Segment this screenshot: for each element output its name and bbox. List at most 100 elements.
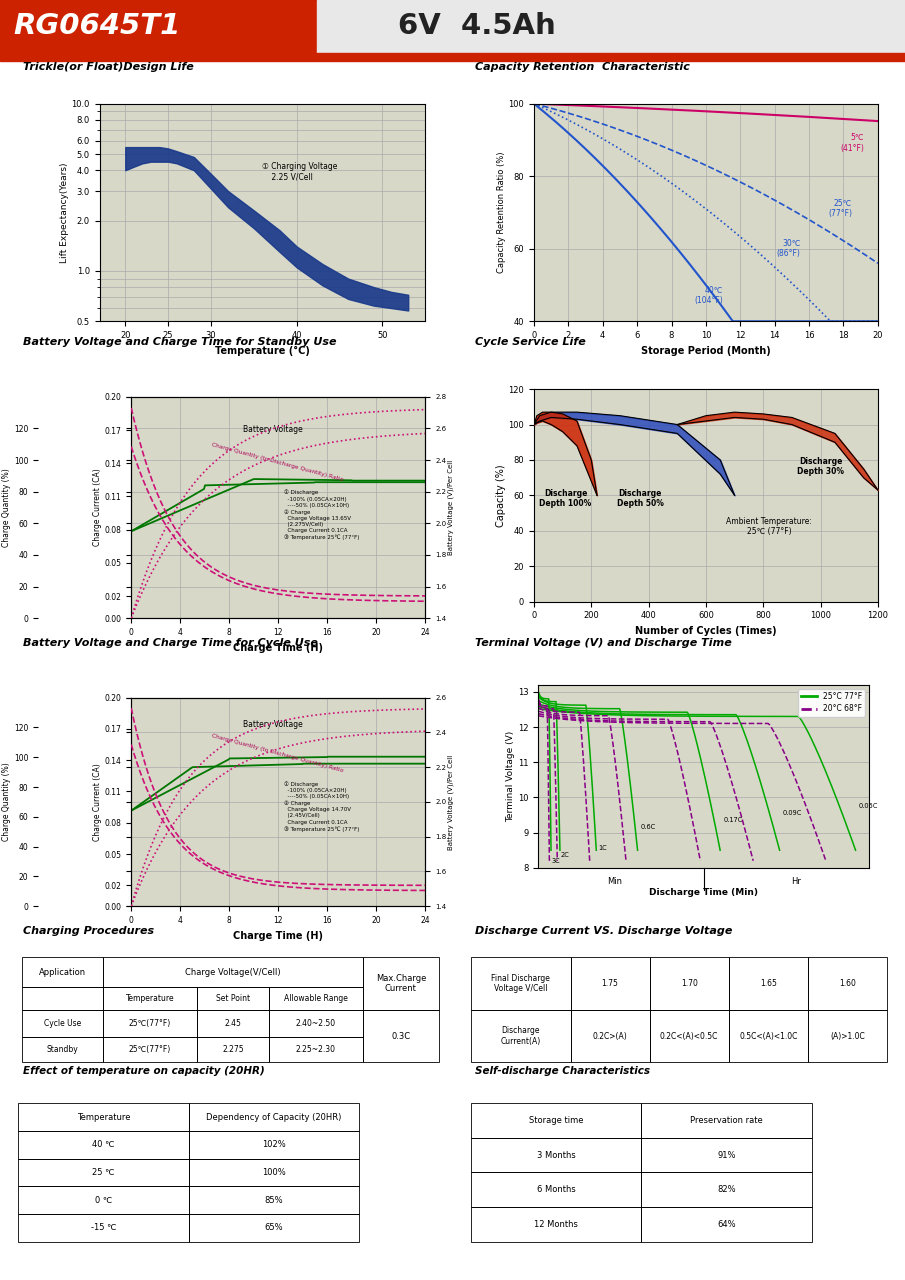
- Bar: [471, 957, 570, 1010]
- Bar: [269, 987, 363, 1010]
- Text: 0.6C: 0.6C: [641, 824, 656, 831]
- Bar: [189, 1132, 359, 1158]
- Text: 2.275: 2.275: [222, 1046, 243, 1055]
- Text: 25℃
(77°F): 25℃ (77°F): [828, 198, 853, 218]
- Text: 1.70: 1.70: [681, 979, 698, 988]
- Text: 3C: 3C: [552, 858, 560, 864]
- Text: 1C: 1C: [598, 845, 606, 851]
- Bar: [196, 1037, 269, 1062]
- Text: 0.2C>(A): 0.2C>(A): [593, 1032, 627, 1041]
- Bar: [103, 987, 196, 1010]
- Text: Hr: Hr: [791, 877, 801, 886]
- Text: 91%: 91%: [718, 1151, 736, 1160]
- Bar: [471, 1010, 570, 1062]
- Bar: [18, 1158, 189, 1187]
- Bar: [103, 1037, 196, 1062]
- Text: 102%: 102%: [262, 1140, 286, 1149]
- Text: Charging Procedures: Charging Procedures: [23, 925, 154, 936]
- Text: Application: Application: [39, 968, 86, 977]
- Bar: [570, 957, 650, 1010]
- Y-axis label: Capacity (%): Capacity (%): [496, 465, 506, 526]
- Bar: [471, 1138, 642, 1172]
- Bar: [650, 1010, 729, 1062]
- Text: Cycle Service Life: Cycle Service Life: [475, 337, 586, 347]
- Bar: [18, 1103, 189, 1132]
- Text: 0 ℃: 0 ℃: [95, 1196, 112, 1204]
- Text: Charge Quantity (to Discharge Quantity) Ratio: Charge Quantity (to Discharge Quantity) …: [211, 442, 343, 483]
- Text: 0.17C: 0.17C: [723, 817, 743, 823]
- Y-axis label: Charge Current (CA): Charge Current (CA): [92, 468, 101, 547]
- Bar: [269, 1010, 363, 1037]
- Bar: [729, 1010, 808, 1062]
- Text: Dependency of Capacity (20HR): Dependency of Capacity (20HR): [206, 1112, 342, 1121]
- Bar: [103, 957, 363, 987]
- Text: Capacity Retention  Characteristic: Capacity Retention Characteristic: [475, 61, 690, 72]
- Text: Temperature: Temperature: [77, 1112, 130, 1121]
- Bar: [23, 1037, 103, 1062]
- Bar: [189, 1213, 359, 1242]
- Text: Cycle Use: Cycle Use: [44, 1019, 81, 1028]
- Text: Max.Charge
Current: Max.Charge Current: [376, 974, 426, 993]
- Text: Discharge Time (Min): Discharge Time (Min): [649, 888, 758, 897]
- Bar: [189, 1187, 359, 1213]
- Text: 6V  4.5Ah: 6V 4.5Ah: [398, 12, 556, 40]
- Bar: [196, 987, 269, 1010]
- Y-axis label: Terminal Voltage (V): Terminal Voltage (V): [507, 731, 515, 822]
- Text: RG0645T1: RG0645T1: [14, 12, 181, 40]
- Text: 25 ℃: 25 ℃: [92, 1167, 115, 1178]
- Text: Min: Min: [607, 877, 622, 886]
- Text: 1.60: 1.60: [839, 979, 856, 988]
- Text: Discharge
Depth 100%: Discharge Depth 100%: [539, 489, 592, 508]
- Bar: [317, 0, 905, 56]
- Text: 85%: 85%: [265, 1196, 283, 1204]
- Y-axis label: Charge Current (CA): Charge Current (CA): [92, 763, 101, 841]
- Text: 0.2C<(A)<0.5C: 0.2C<(A)<0.5C: [660, 1032, 719, 1041]
- Text: (A)>1.0C: (A)>1.0C: [830, 1032, 864, 1041]
- Text: 12 Months: 12 Months: [534, 1220, 578, 1229]
- Text: Battery Voltage and Charge Time for Cycle Use: Battery Voltage and Charge Time for Cycl…: [23, 637, 318, 648]
- Legend: 25°C 77°F, 20°C 68°F: 25°C 77°F, 20°C 68°F: [798, 689, 865, 717]
- Bar: [642, 1172, 812, 1207]
- Text: 65%: 65%: [265, 1224, 283, 1233]
- Bar: [18, 1187, 189, 1213]
- Text: Battery Voltage: Battery Voltage: [243, 719, 303, 728]
- Text: Battery Voltage: Battery Voltage: [243, 425, 303, 434]
- Bar: [196, 1010, 269, 1037]
- Text: Final Discharge
Voltage V/Cell: Final Discharge Voltage V/Cell: [491, 974, 550, 993]
- Text: 25℃(77°F): 25℃(77°F): [129, 1019, 171, 1028]
- Text: Storage time: Storage time: [529, 1116, 583, 1125]
- Bar: [189, 1158, 359, 1187]
- Bar: [570, 1010, 650, 1062]
- Text: Charge Quantity (to Discharge Quantity) Ratio: Charge Quantity (to Discharge Quantity) …: [211, 733, 343, 773]
- Text: ① Discharge
  -100% (0.05CA×20H)
  ----50% (0.05CA×10H)
② Charge
  Charge Voltag: ① Discharge -100% (0.05CA×20H) ----50% (…: [284, 781, 359, 832]
- Bar: [808, 1010, 887, 1062]
- X-axis label: Temperature (°C): Temperature (°C): [215, 346, 310, 356]
- Text: ① Discharge
  -100% (0.05CA×20H)
  ----50% (0.05CA×10H)
② Charge
  Charge Voltag: ① Discharge -100% (0.05CA×20H) ----50% (…: [284, 490, 359, 540]
- Text: 40℃
(104°F): 40℃ (104°F): [694, 285, 723, 305]
- Text: 6 Months: 6 Months: [537, 1185, 576, 1194]
- Bar: [642, 1207, 812, 1242]
- Y-axis label: Battery Voltage (V)/Per Cell: Battery Voltage (V)/Per Cell: [448, 460, 454, 556]
- Text: Temperature: Temperature: [126, 993, 175, 1002]
- Text: Battery Voltage and Charge Time for Standby Use: Battery Voltage and Charge Time for Stan…: [23, 337, 336, 347]
- Bar: [103, 1010, 196, 1037]
- Text: Effect of temperature on capacity (20HR): Effect of temperature on capacity (20HR): [23, 1066, 264, 1076]
- Text: Charge Voltage(V/Cell): Charge Voltage(V/Cell): [186, 968, 281, 977]
- Text: 0.09C: 0.09C: [783, 810, 803, 817]
- Text: Standby: Standby: [47, 1046, 79, 1055]
- Bar: [471, 1207, 642, 1242]
- Bar: [18, 1213, 189, 1242]
- Text: 30℃
(86°F): 30℃ (86°F): [776, 238, 800, 259]
- Text: Discharge
Current(A): Discharge Current(A): [500, 1027, 540, 1046]
- Text: 25℃(77°F): 25℃(77°F): [129, 1046, 171, 1055]
- Text: 2.40~2.50: 2.40~2.50: [296, 1019, 336, 1028]
- Text: 40 ℃: 40 ℃: [92, 1140, 115, 1149]
- Bar: [808, 957, 887, 1010]
- Text: 0.5C<(A)<1.0C: 0.5C<(A)<1.0C: [739, 1032, 797, 1041]
- Text: 100%: 100%: [262, 1167, 286, 1178]
- Bar: [18, 1132, 189, 1158]
- Text: 2C: 2C: [560, 852, 569, 859]
- Text: 0.3C: 0.3C: [391, 1032, 411, 1041]
- Text: Ambient Temperature:
25℃ (77°F): Ambient Temperature: 25℃ (77°F): [726, 517, 812, 536]
- Y-axis label: Capacity Retention Ratio (%): Capacity Retention Ratio (%): [497, 152, 506, 273]
